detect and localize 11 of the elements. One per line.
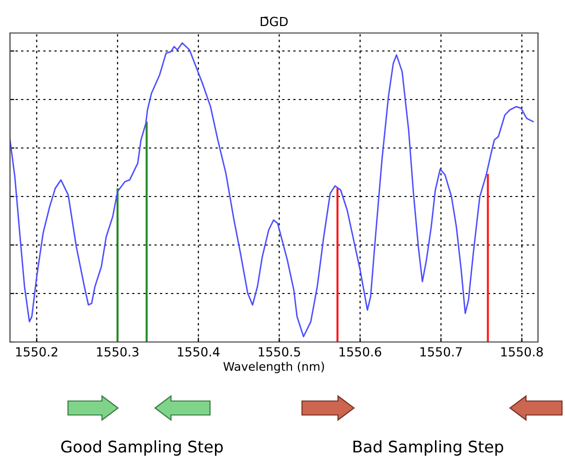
x-tick-label: 1550.3	[97, 347, 138, 357]
text: Bad Sampling Step	[353, 440, 504, 456]
chart-title: D̄GD	[260, 16, 288, 26]
x-tick-label: 1550.2	[16, 347, 58, 357]
x-tick-label: 1550.8	[501, 347, 543, 357]
x-tick-label: 1550.7	[420, 347, 462, 357]
x-axis-title: Wavelength (nm)	[223, 362, 324, 374]
x-tick-label: 1550.4	[178, 347, 220, 357]
x-tick-label: 1550.5	[258, 347, 300, 357]
text: Good Sampling Step	[61, 440, 223, 456]
x-tick-label: 1550.6	[340, 347, 382, 357]
